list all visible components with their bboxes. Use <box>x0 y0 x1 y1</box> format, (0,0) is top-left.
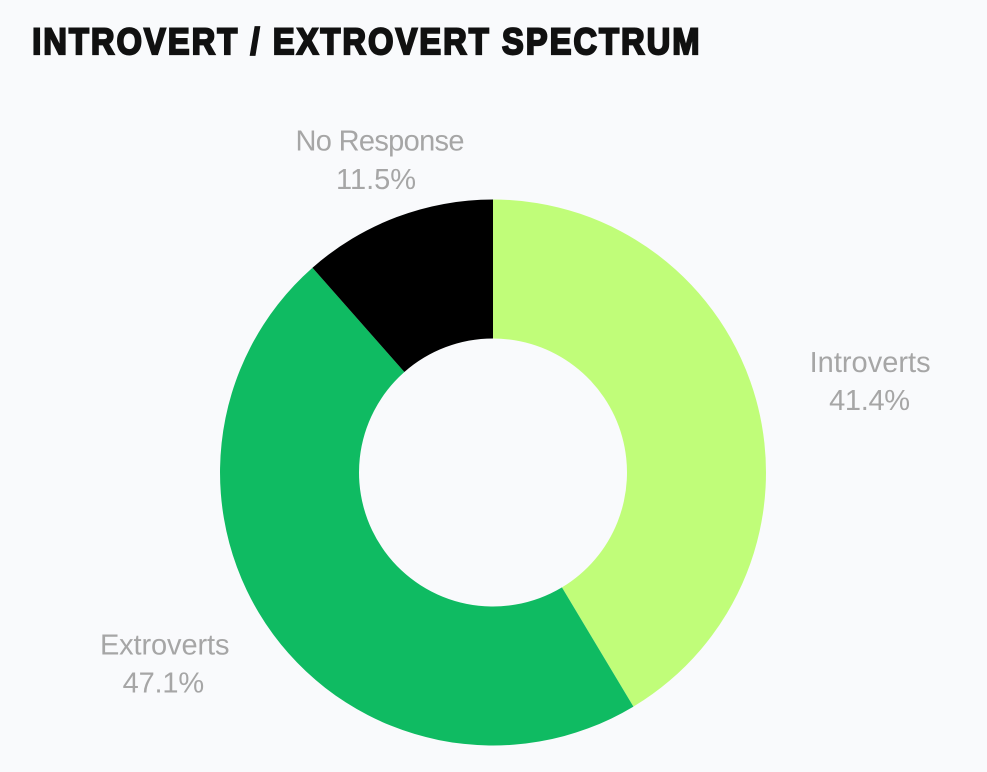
svg-text:Introverts: Introverts <box>810 347 931 379</box>
svg-text:No Response: No Response <box>296 126 465 158</box>
svg-text:47.1%: 47.1% <box>123 667 205 699</box>
svg-text:11.5%: 11.5% <box>336 164 416 196</box>
svg-text:Extroverts: Extroverts <box>100 630 230 662</box>
svg-text:INTROVERT / EXTROVERT SPECTRUM: INTROVERT / EXTROVERT SPECTRUM <box>32 21 699 62</box>
svg-text:41.4%: 41.4% <box>829 385 910 417</box>
